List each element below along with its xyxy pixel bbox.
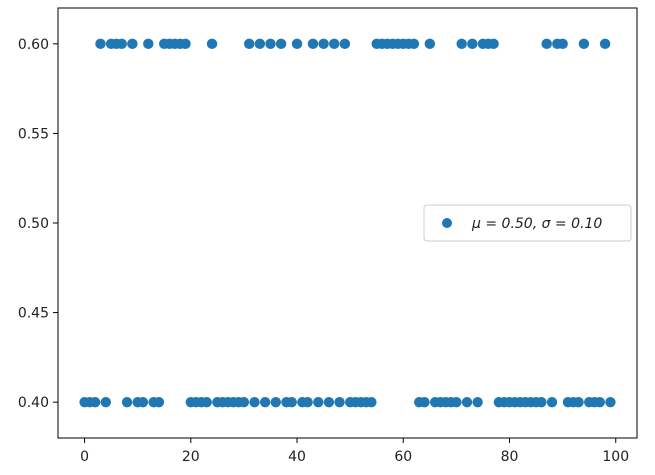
- x-tick-label: 0: [80, 449, 89, 465]
- data-point: [201, 396, 212, 408]
- data-point: [329, 38, 340, 50]
- x-tick-label: 20: [182, 449, 200, 465]
- legend-marker: [442, 218, 452, 228]
- data-point: [419, 396, 430, 408]
- x-tick-label: 100: [602, 449, 629, 465]
- data-point: [95, 38, 106, 50]
- x-tick-label: 80: [501, 449, 519, 465]
- data-point: [286, 396, 297, 408]
- data-point: [605, 396, 616, 408]
- y-tick-label: 0.45: [18, 306, 49, 322]
- data-point: [557, 38, 568, 50]
- data-point: [116, 38, 127, 50]
- y-tick-label: 0.50: [18, 216, 49, 232]
- data-point: [127, 38, 138, 50]
- data-point: [451, 396, 462, 408]
- data-point: [488, 38, 499, 50]
- data-point: [275, 38, 287, 50]
- data-point: [259, 396, 271, 408]
- data-point: [599, 38, 611, 50]
- data-point: [270, 396, 281, 408]
- data-point: [334, 396, 345, 408]
- data-point: [467, 38, 478, 50]
- data-point: [578, 38, 590, 50]
- data-point: [573, 396, 584, 408]
- data-point: [249, 396, 260, 408]
- legend: μ = 0.50, σ = 0.10: [423, 204, 632, 242]
- y-tick-label: 0.60: [18, 37, 49, 53]
- data-point: [206, 38, 218, 50]
- data-point: [318, 38, 329, 50]
- data-point: [180, 38, 191, 50]
- data-point: [137, 396, 149, 408]
- x-tick-label: 40: [288, 449, 306, 465]
- y-tick-label: 0.55: [18, 126, 49, 142]
- legend-box: [423, 204, 632, 242]
- data-point: [307, 38, 319, 50]
- data-point: [291, 38, 303, 50]
- data-point: [424, 38, 436, 50]
- data-point: [546, 396, 558, 408]
- legend-label: μ = 0.50, σ = 0.10: [471, 216, 602, 232]
- data-point: [254, 38, 266, 50]
- y-axis: 0.40 0.45 0.50 0.55 0.60: [18, 37, 58, 411]
- x-axis: 0 20 40 60 80 100: [80, 438, 629, 465]
- x-tick-label: 60: [394, 449, 412, 465]
- data-point: [461, 396, 473, 408]
- data-point: [408, 38, 420, 50]
- data-point: [366, 396, 377, 408]
- data-point: [121, 396, 133, 408]
- data-point: [541, 38, 552, 50]
- points-layer: [79, 38, 616, 408]
- data-point: [153, 396, 165, 408]
- data-point: [323, 396, 335, 408]
- data-point: [143, 38, 154, 50]
- y-tick-label: 0.40: [18, 395, 49, 411]
- data-point: [594, 396, 606, 408]
- data-point: [265, 38, 276, 50]
- data-point: [244, 38, 255, 50]
- data-point: [456, 38, 467, 50]
- data-point: [89, 396, 101, 408]
- data-point: [302, 396, 313, 408]
- data-point: [339, 38, 351, 50]
- data-point: [100, 396, 112, 408]
- data-point: [536, 396, 547, 408]
- data-point: [472, 396, 483, 408]
- data-point: [313, 396, 324, 408]
- data-point: [238, 396, 250, 408]
